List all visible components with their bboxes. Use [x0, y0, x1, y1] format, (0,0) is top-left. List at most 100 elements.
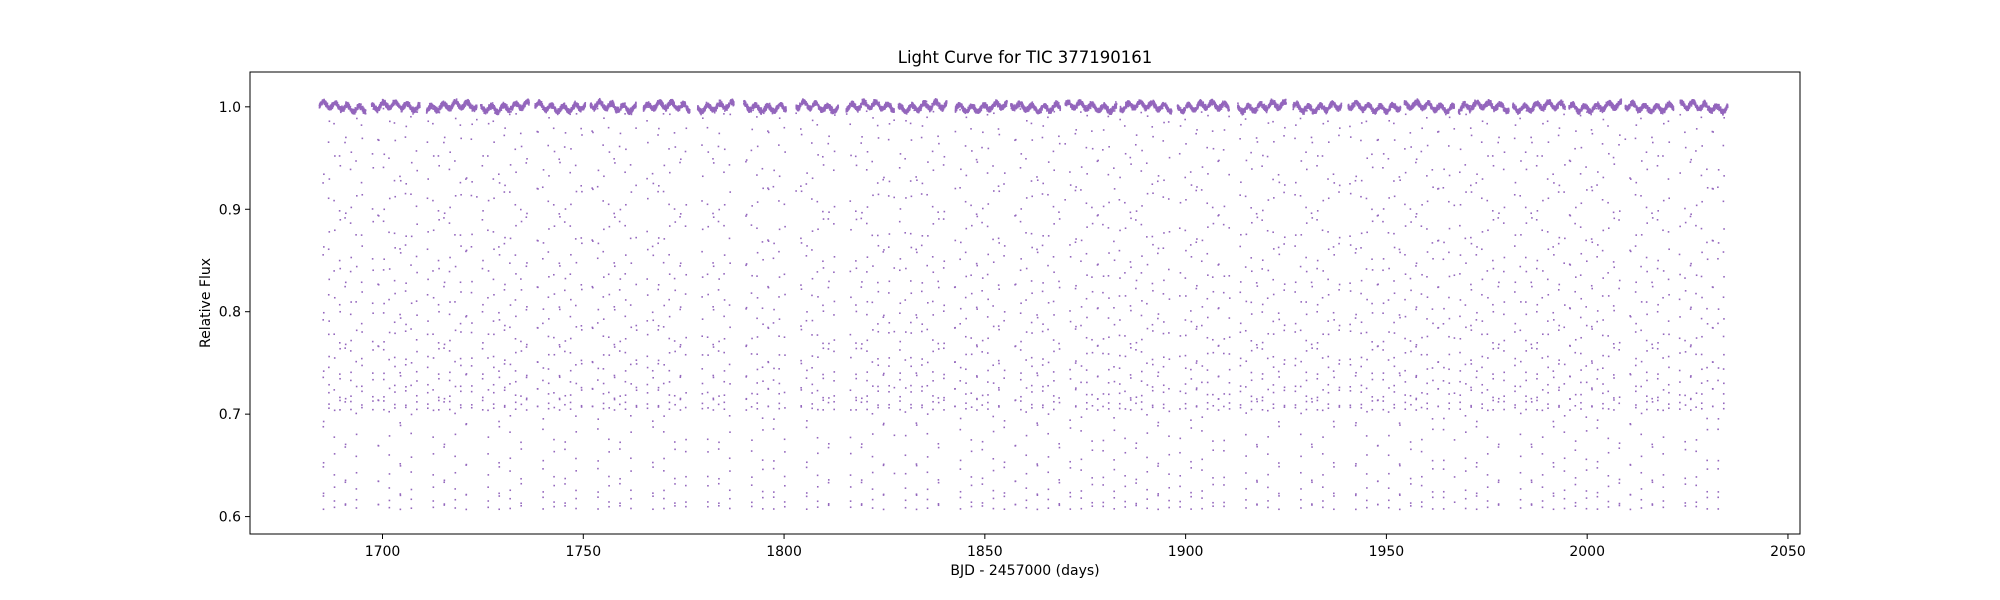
data-point [487, 506, 490, 509]
data-point [361, 291, 363, 293]
data-point [537, 188, 539, 190]
data-point [558, 112, 560, 114]
data-point [558, 346, 561, 348]
data-point [581, 134, 583, 136]
data-point [427, 178, 429, 180]
data-point [394, 139, 397, 142]
data-point [564, 403, 566, 406]
data-point [597, 308, 600, 311]
data-point [547, 335, 550, 338]
data-point [564, 350, 566, 353]
data-point [364, 111, 366, 114]
data-point [580, 386, 583, 389]
data-point [443, 479, 446, 482]
data-point [470, 246, 473, 248]
data-point [558, 158, 561, 161]
data-point [492, 355, 495, 358]
data-point [405, 406, 407, 409]
data-point [448, 168, 451, 171]
data-point [553, 475, 555, 478]
data-point [459, 385, 462, 388]
data-point [408, 102, 411, 104]
data-point [448, 350, 451, 352]
data-point [574, 100, 576, 103]
data-point [355, 385, 358, 388]
data-point [427, 407, 429, 410]
data-point [328, 120, 331, 123]
data-point [569, 394, 572, 396]
data-point [580, 127, 582, 130]
data-point [493, 293, 495, 296]
data-point [613, 262, 616, 264]
data-point [460, 390, 462, 393]
data-point [322, 461, 325, 464]
data-point [442, 100, 445, 103]
data-point [371, 102, 374, 104]
data-point [416, 401, 418, 403]
data-point [596, 107, 599, 110]
data-point [618, 289, 621, 291]
data-point [416, 111, 419, 113]
data-point [347, 102, 350, 105]
data-point [575, 431, 578, 433]
data-point [334, 229, 336, 232]
data-point [459, 234, 462, 236]
data-point [569, 381, 572, 383]
data-point [575, 489, 577, 492]
data-point [459, 104, 461, 107]
data-point [350, 379, 352, 382]
data-point [399, 317, 402, 319]
data-point [349, 106, 352, 109]
data-point [394, 247, 396, 249]
data-point [536, 361, 539, 363]
data-point [493, 197, 495, 200]
data-point [564, 448, 566, 451]
data-point [388, 231, 390, 234]
data-point [460, 137, 462, 140]
data-point [470, 331, 473, 334]
data-point [607, 126, 610, 129]
data-point [349, 350, 352, 352]
data-point [382, 107, 385, 110]
data-point [507, 106, 509, 108]
data-point [460, 291, 462, 293]
data-point [564, 208, 567, 210]
data-point [553, 293, 556, 295]
data-point [454, 433, 457, 436]
data-point [481, 267, 484, 270]
data-point [437, 259, 440, 262]
data-point [619, 477, 621, 480]
data-point [503, 389, 506, 392]
data-point [487, 357, 489, 359]
data-point [393, 179, 396, 182]
data-point [509, 164, 512, 166]
data-point [520, 504, 522, 507]
data-point [465, 177, 468, 179]
data-point [580, 406, 583, 408]
data-point [354, 113, 356, 115]
data-point [387, 104, 390, 107]
data-point [509, 415, 512, 417]
data-point [613, 398, 616, 401]
data-point [372, 102, 375, 105]
data-point [553, 450, 556, 453]
data-point [520, 350, 523, 352]
data-point [542, 308, 545, 310]
data-point [432, 486, 435, 488]
data-point [603, 117, 605, 120]
data-point [339, 310, 341, 313]
data-point [393, 100, 396, 103]
data-point [559, 265, 561, 267]
data-point [350, 408, 352, 411]
data-point [471, 280, 473, 283]
data-point [553, 392, 555, 394]
data-point [471, 357, 473, 359]
data-point [487, 500, 490, 502]
data-point [329, 108, 331, 111]
data-point [404, 364, 407, 366]
data-point [528, 104, 530, 106]
data-point [338, 259, 341, 262]
data-point [443, 401, 445, 403]
data-point [482, 373, 484, 375]
data-point [382, 103, 385, 106]
